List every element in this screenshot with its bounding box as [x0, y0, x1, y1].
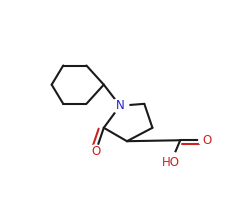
Circle shape — [111, 98, 129, 113]
Text: N: N — [116, 99, 124, 112]
Circle shape — [199, 134, 215, 147]
Text: O: O — [91, 145, 100, 158]
Circle shape — [159, 152, 183, 172]
Circle shape — [88, 145, 104, 158]
Text: HO: HO — [162, 156, 180, 169]
Text: O: O — [202, 134, 211, 147]
